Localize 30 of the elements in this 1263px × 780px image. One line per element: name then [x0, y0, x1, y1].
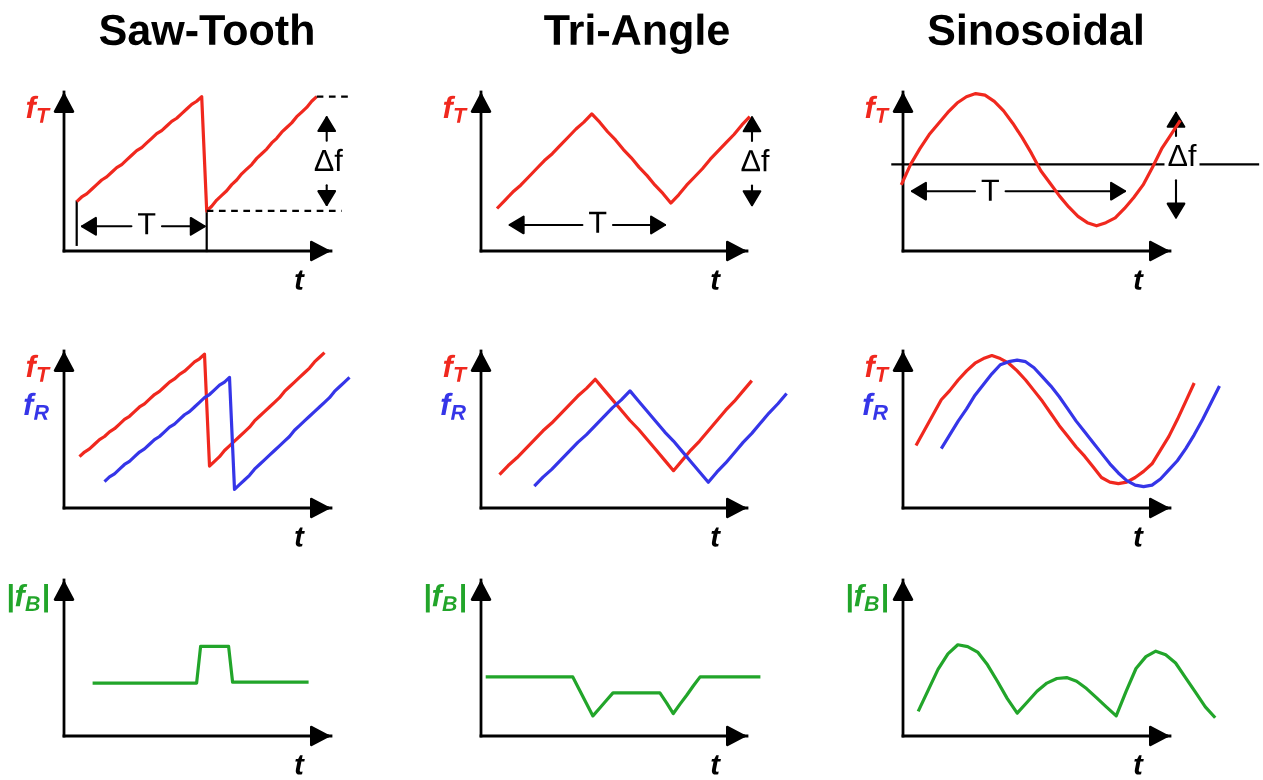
annotation: Δf: [314, 148, 343, 171]
text: f$_{T}$: [26, 95, 51, 123]
text: |f$_{B}$|: [8, 584, 49, 613]
annotation: Δf: [741, 149, 770, 172]
x-axis-title: t: [711, 527, 721, 547]
text: |f$_{B}$|: [847, 584, 888, 613]
text: f$_{R}$: [441, 392, 466, 420]
text: f$_{T}$: [443, 354, 468, 382]
x-axis-title: t: [1134, 270, 1144, 290]
x-axis-title: t: [295, 270, 305, 290]
annotation: Δf: [1168, 143, 1197, 167]
text: f$_{R}$: [24, 392, 49, 420]
x-axis-title: t: [295, 527, 305, 547]
series-label: f$_{T}$: [865, 354, 890, 382]
text: |f$_{B}$|: [425, 584, 466, 613]
series-label: f$_{T}$: [865, 95, 890, 123]
x-axis-title: t: [711, 755, 721, 775]
x-axis-title: t: [1134, 755, 1144, 775]
series-label: f$_{R}$: [863, 392, 888, 420]
chart-title: Tri-Angle: [544, 13, 729, 54]
annotation: T: [138, 213, 156, 235]
x-axis-title: t: [711, 270, 721, 290]
annotation: T: [981, 179, 999, 201]
x-axis-title: t: [295, 755, 305, 775]
text: f$_{T}$: [443, 95, 468, 123]
chart-title: Sinosoidal: [928, 13, 1142, 46]
x-axis-title: t: [1134, 527, 1144, 547]
annotation: T: [589, 211, 607, 233]
text: f$_{T}$: [26, 354, 51, 382]
chart-title: Saw-Tooth: [99, 13, 313, 46]
